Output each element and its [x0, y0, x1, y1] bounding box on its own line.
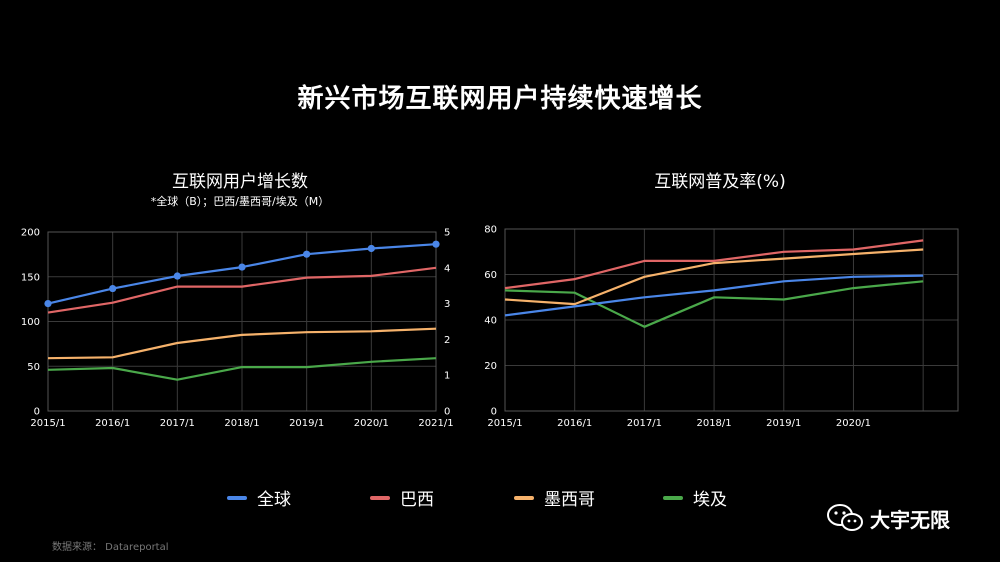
right-series-line-mexico	[504, 248, 924, 306]
left-chart: 0 50 100 150 200 0 1 2 3 4 5 2015/1 2016/1 2017/1 2018…	[21, 228, 454, 430]
legend-swatch-egypt	[663, 495, 683, 500]
left-ytick-label: 50	[27, 362, 40, 373]
legend-item-brazil: 巴西	[370, 485, 434, 510]
left-point-global	[367, 244, 375, 253]
right-ytick-label: 80	[484, 225, 497, 236]
left-point-global	[432, 240, 440, 248]
left-xtick-label: 2017/1	[160, 418, 195, 429]
right-xtick-label: 2020/1	[836, 418, 871, 429]
left-y2tick-label: 0	[444, 407, 450, 418]
left-ytick-label: 100	[21, 317, 40, 328]
right-chart: 0 20 40 60 80 2015/1 2016/1 2017/1 2018/1 2019/1 2…	[484, 225, 959, 429]
right-xtick-label: 2018/1	[696, 418, 731, 429]
left-chart-subtitle: *全球（B）；巴西/墨西哥/埃及（M）	[150, 195, 330, 208]
left-y2tick-label: 2	[444, 335, 450, 346]
legend-item-mexico: 墨西哥	[514, 485, 595, 510]
left-ytick-label: 0	[34, 407, 40, 418]
left-point-global	[109, 284, 117, 293]
wechat-icon	[827, 504, 863, 531]
right-xtick-label: 2016/1	[557, 418, 592, 429]
left-ytick-label: 200	[21, 228, 40, 239]
right-xtick-label: 2019/1	[766, 418, 801, 429]
left-y2tick-label: 4	[444, 263, 450, 274]
left-xtick-label: 2021/1	[418, 418, 453, 429]
legend-item-egypt: 埃及	[663, 485, 727, 510]
left-xtick-label: 2016/1	[95, 418, 130, 429]
left-series-line-brazil	[47, 266, 437, 314]
right-ytick-label: 0	[491, 407, 497, 418]
legend-label-egypt: 埃及	[693, 490, 727, 510]
left-xtick-label: 2020/1	[354, 418, 389, 429]
left-series-line-mexico	[47, 327, 437, 360]
left-ytick-label: 150	[21, 272, 40, 283]
left-y2tick-label: 5	[444, 228, 450, 239]
legend-item-global: 全球	[227, 485, 291, 510]
left-series-line-egypt	[47, 357, 437, 381]
legend-label-global: 全球	[257, 490, 291, 510]
legend-swatch-mexico	[514, 495, 534, 500]
right-ytick-label: 60	[484, 270, 497, 281]
legend-swatch-brazil	[370, 495, 390, 500]
left-point-global	[238, 263, 246, 271]
left-xtick-label: 2015/1	[30, 418, 65, 429]
left-xtick-label: 2018/1	[224, 418, 259, 429]
right-series-line-brazil	[504, 239, 924, 290]
legend: 全球 巴西 墨西哥 埃及	[0, 485, 1000, 511]
right-xtick-label: 2017/1	[627, 418, 662, 429]
left-point-global	[303, 250, 311, 258]
left-y2tick-label: 3	[444, 299, 450, 310]
left-xtick-label: 2019/1	[289, 418, 324, 429]
right-chart-title: 互联网普及率(%)	[654, 172, 786, 192]
right-ytick-label: 40	[484, 316, 497, 327]
left-chart-title: 互联网用户增长数	[172, 172, 308, 192]
page-title: 新兴市场互联网用户持续快速增长	[297, 84, 703, 114]
legend-label-mexico: 墨西哥	[544, 490, 595, 510]
left-point-global	[173, 272, 181, 280]
right-ytick-label: 20	[484, 361, 497, 372]
right-series-line-egypt	[504, 280, 924, 328]
brand: 大宇无限	[826, 503, 950, 533]
right-series-line-global	[504, 274, 924, 317]
legend-swatch-global	[227, 495, 247, 500]
legend-label-brazil: 巴西	[400, 490, 434, 510]
right-xtick-label: 2015/1	[487, 418, 522, 429]
left-point-global	[44, 300, 52, 308]
right-plot-frame	[504, 228, 959, 412]
source-note: 数据来源： Datareportal	[52, 542, 169, 553]
brand-name: 大宇无限	[870, 507, 950, 532]
left-y2tick-label: 1	[444, 371, 450, 382]
left-plot-frame	[47, 231, 437, 412]
